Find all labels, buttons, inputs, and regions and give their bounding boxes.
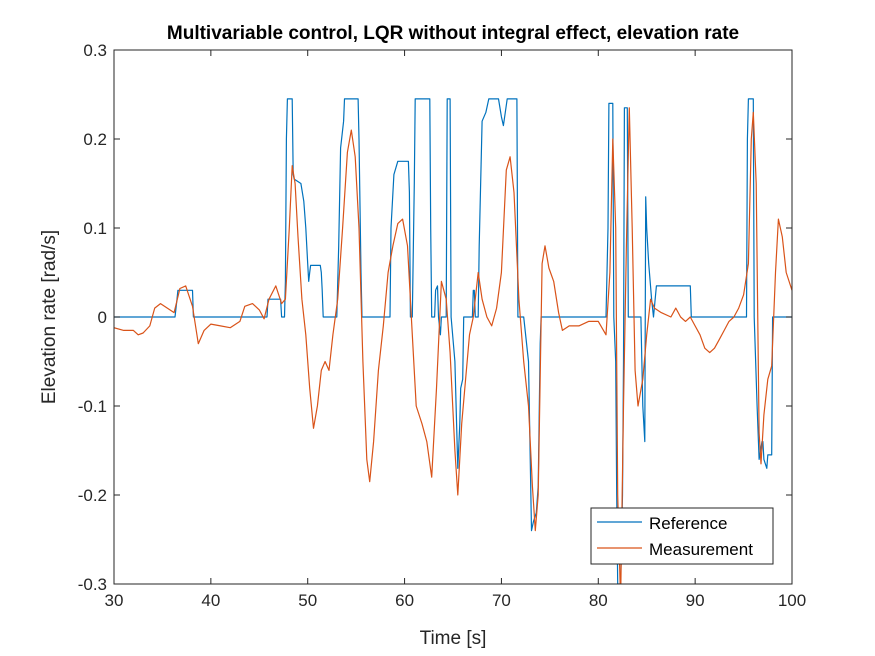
y-tick-label: -0.3 <box>78 575 107 594</box>
series-line-measurement <box>114 107 792 584</box>
x-tick-label: 70 <box>492 591 511 610</box>
x-tick-label: 30 <box>105 591 124 610</box>
legend: Reference Measurement <box>590 507 774 565</box>
y-tick-label: -0.2 <box>78 486 107 505</box>
x-tick-label: 90 <box>686 591 705 610</box>
x-tick-label: 80 <box>589 591 608 610</box>
series-line-reference <box>114 98 792 584</box>
ticks-layer: 30 40 50 60 70 80 90 100 -0.3 -0.2 -0.1 0 0.1 0.2 0.3 <box>78 41 806 610</box>
y-tick-label: -0.1 <box>78 397 107 416</box>
chart-title: Multivariable control, LQR without integ… <box>167 23 739 44</box>
y-tick-label: 0.2 <box>83 130 107 149</box>
x-axis-label: Time [s] <box>420 628 487 649</box>
y-tick-label: 0.1 <box>83 219 107 238</box>
legend-label-measurement: Measurement <box>649 540 753 559</box>
y-tick-label: 0 <box>98 308 107 327</box>
series-layer <box>114 98 792 584</box>
y-axis-label: Elevation rate [rad/s] <box>39 230 60 404</box>
x-tick-label: 100 <box>778 591 806 610</box>
x-tick-label: 50 <box>298 591 317 610</box>
y-tick-label: 0.3 <box>83 41 107 60</box>
x-tick-label: 60 <box>395 591 414 610</box>
legend-box <box>590 507 774 565</box>
x-tick-label: 40 <box>201 591 220 610</box>
legend-label-reference: Reference <box>649 514 727 533</box>
